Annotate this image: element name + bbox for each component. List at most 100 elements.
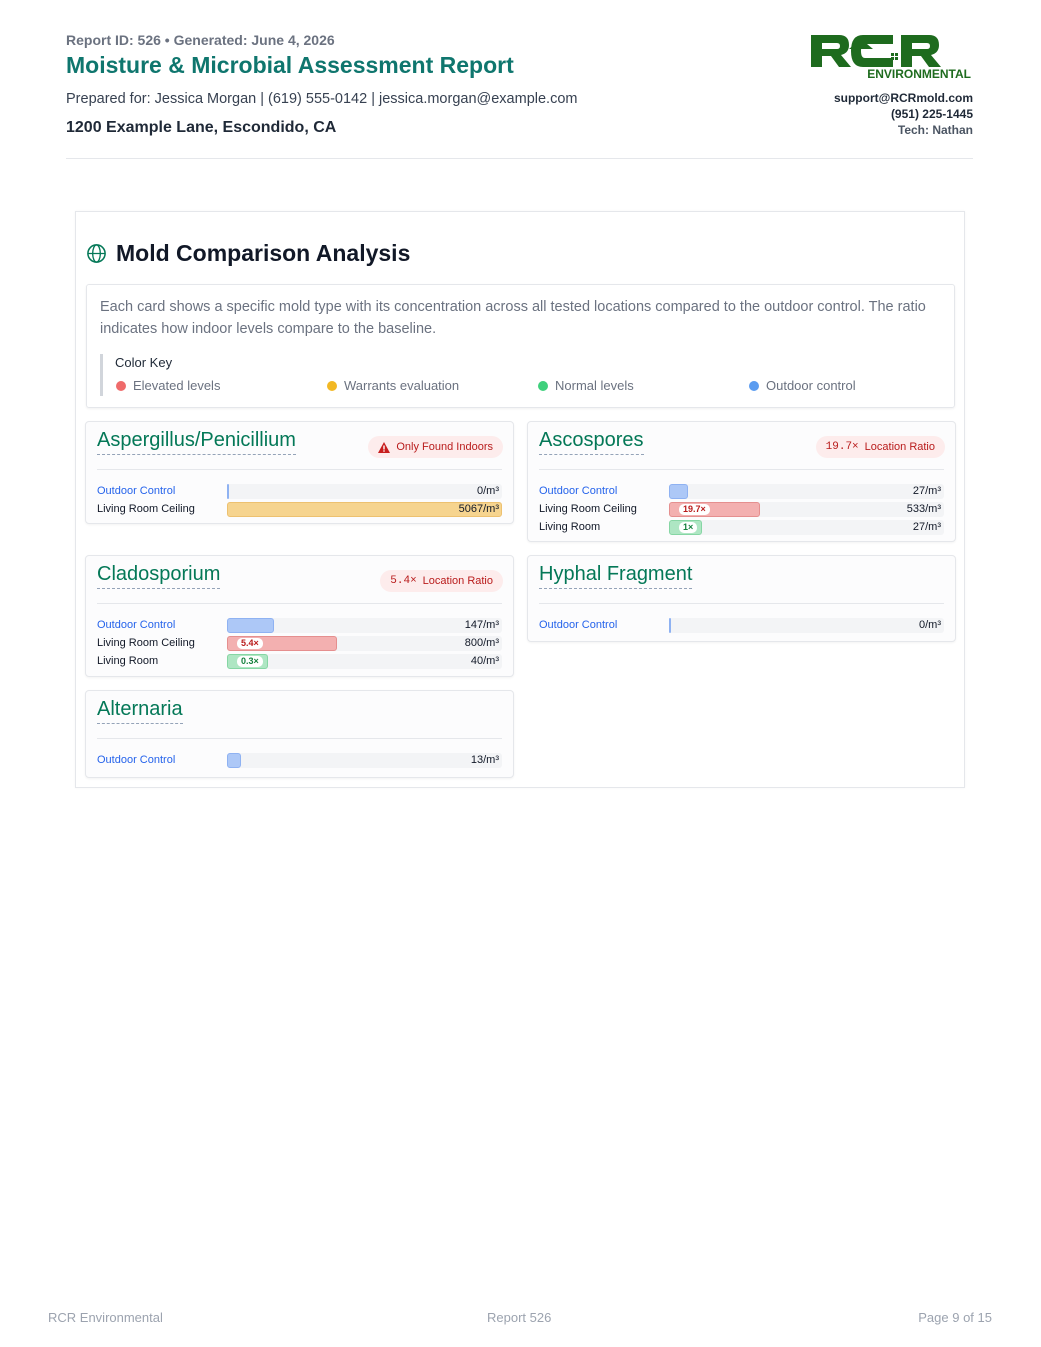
mold-name[interactable]: Aspergillus/Penicillium (97, 429, 296, 455)
contact-email[interactable]: support@RCRmold.com (833, 91, 973, 105)
concentration-track: 0.3× 40/m³ (227, 654, 502, 669)
concentration-track: 13/m³ (227, 753, 502, 768)
color-key-title: Color Key (115, 355, 173, 370)
card-divider (97, 603, 502, 604)
concentration-track: 147/m³ (227, 618, 502, 633)
key-label: Warrants evaluation (344, 378, 460, 393)
concentration-value: 40/m³ (470, 655, 499, 667)
ratio-label: 5.4× (237, 638, 263, 649)
concentration-track: 1× 27/m³ (669, 520, 944, 535)
key-dot (116, 380, 126, 391)
concentration-track: 27/m³ (669, 484, 944, 499)
report-title: Moisture & Microbial Assessment Report (66, 52, 514, 78)
key-label: Elevated levels (133, 378, 221, 393)
concentration-value: 27/m³ (912, 521, 941, 533)
location-name: Living Room (97, 655, 159, 667)
logo-subtitle: ENVIRONMENTAL (867, 67, 971, 81)
concentration-track: 0/m³ (669, 618, 944, 633)
badge-label: Location Ratio (422, 575, 493, 587)
key-dot (538, 380, 548, 391)
outdoor-control-link[interactable]: Outdoor Control (539, 619, 618, 631)
key-item-evaluation: Warrants evaluation (327, 378, 459, 393)
mold-name[interactable]: Ascospores (539, 429, 644, 455)
concentration-track: 5.4× 800/m³ (227, 636, 502, 651)
concentration-bar (227, 753, 241, 768)
section-title-text: Mold Comparison Analysis (116, 240, 411, 266)
concentration-value: 533/m³ (906, 503, 941, 515)
card-divider (97, 738, 502, 739)
outdoor-control-link[interactable]: Outdoor Control (539, 485, 618, 497)
mold-name[interactable]: Alternaria (97, 698, 183, 724)
location-row: Living Room Ceiling 5067/m³ (97, 502, 502, 518)
technician: Tech: Nathan (897, 123, 973, 137)
location-name: Living Room Ceiling (97, 637, 195, 649)
concentration-bar (227, 618, 274, 633)
warning-icon (378, 441, 391, 453)
intro-box: Each card shows a specific mold type wit… (86, 284, 955, 408)
mold-card: Aspergillus/Penicillium Only Found Indoor… (85, 421, 514, 524)
card-divider (97, 469, 502, 470)
mold-name[interactable]: Hyphal Fragment (539, 563, 693, 589)
ratio-label: 19.7× (679, 504, 710, 515)
card-divider (539, 603, 944, 604)
footer-page: Page 9 of 15 (918, 1310, 992, 1325)
color-key: Color Key Elevated levels Warrants evalu… (100, 354, 940, 396)
outdoor-control-link[interactable]: Outdoor Control (97, 619, 176, 631)
badge-label: Only Found Indoors (396, 441, 493, 453)
prepared-for: Prepared for: Jessica Morgan | (619) 555… (66, 91, 578, 107)
concentration-value: 13/m³ (470, 754, 499, 766)
location-ratio-badge: 5.4× Location Ratio (380, 570, 503, 592)
mold-name[interactable]: Cladosporium (97, 563, 221, 589)
ratio-label: 1× (679, 522, 698, 533)
company-logo: ENVIRONMENTAL (811, 35, 971, 81)
location-row: Outdoor Control 13/m³ (97, 753, 502, 769)
concentration-track: 0/m³ (227, 484, 502, 499)
card-divider (539, 469, 944, 470)
badge-ratio: 19.7× (825, 441, 859, 453)
key-dot (749, 380, 759, 391)
outdoor-control-link[interactable]: Outdoor Control (97, 485, 176, 497)
mold-card: Cladosporium 5.4× Location Ratio Outdoor Co… (85, 555, 514, 677)
concentration-bar (669, 484, 689, 499)
location-row: Outdoor Control 147/m³ (97, 618, 502, 634)
mold-comparison-section: Mold Comparison Analysis Each card shows… (75, 211, 965, 788)
badge-label: Location Ratio (864, 441, 935, 453)
key-item-elevated: Elevated levels (116, 378, 220, 393)
concentration-bar (669, 618, 671, 633)
concentration-track: 5067/m³ (227, 502, 502, 517)
concentration-value: 147/m³ (464, 619, 499, 631)
concentration-value: 5067/m³ (458, 503, 499, 515)
contact-phone[interactable]: (951) 225-1445 (890, 107, 973, 121)
mold-card: Ascospores 19.7× Location Ratio Outdoor Con… (527, 421, 956, 542)
location-row: Living Room 1× 27/m³ (539, 520, 944, 536)
concentration-value: 0/m³ (477, 485, 499, 497)
location-row: Living Room Ceiling 19.7× 533/m³ (539, 502, 944, 518)
location-row: Outdoor Control 0/m³ (97, 484, 502, 500)
location-name: Living Room Ceiling (97, 503, 195, 515)
key-label: Outdoor control (766, 378, 856, 393)
intro-text: Each card shows a specific mold type wit… (100, 299, 926, 337)
concentration-value: 0/m³ (919, 619, 941, 631)
footer-report: Report 526 (487, 1310, 552, 1325)
property-address: 1200 Example Lane, Escondido, CA (66, 119, 337, 136)
ratio-label: 0.3× (237, 656, 263, 667)
outdoor-control-link[interactable]: Outdoor Control (97, 754, 176, 766)
location-row: Living Room Ceiling 5.4× 800/m³ (97, 636, 502, 652)
location-row: Living Room 0.3× 40/m³ (97, 654, 502, 670)
concentration-value: 27/m³ (912, 485, 941, 497)
mold-card: Alternaria Outdoor Control 13/m³ (85, 690, 514, 778)
report-header: Report ID: 526 • Generated: June 4, 2026… (66, 30, 973, 159)
key-item-normal: Normal levels (538, 378, 634, 393)
concentration-bar (227, 502, 502, 517)
location-row: Outdoor Control 27/m³ (539, 484, 944, 500)
concentration-bar (227, 484, 229, 499)
key-dot (327, 380, 337, 391)
concentration-track: 19.7× 533/m³ (669, 502, 944, 517)
section-title: Mold Comparison Analysis (86, 240, 410, 267)
location-name: Living Room Ceiling (539, 503, 637, 515)
globe-icon (87, 244, 106, 263)
key-label: Normal levels (555, 378, 634, 393)
indoor-only-badge: Only Found Indoors (368, 436, 503, 458)
contact-block: support@RCRmold.com (951) 225-1445 Tech:… (834, 90, 973, 138)
footer-company: RCR Environmental (48, 1310, 163, 1325)
